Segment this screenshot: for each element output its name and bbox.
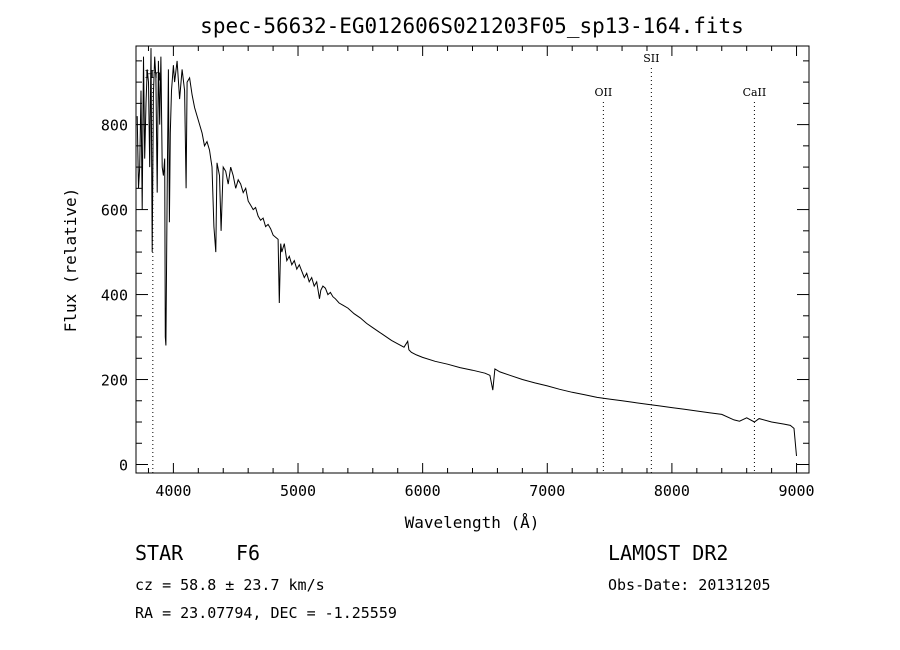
y-tick-labels: 0 200 400 600 800 xyxy=(101,117,128,475)
observation-date: Obs-Date: 20131205 xyxy=(608,576,771,594)
x-tick-label: 5000 xyxy=(280,482,316,500)
object-subclass: F6 xyxy=(236,541,261,565)
x-tick-label: 9000 xyxy=(778,482,814,500)
redshift-cz: cz = 58.8 ± 23.7 km/s xyxy=(135,576,325,594)
y-tick-label: 200 xyxy=(101,372,128,390)
x-axis-label: Wavelength (Å) xyxy=(405,513,540,532)
ra-dec-coordinates: RA = 23.07794, DEC = -1.25559 xyxy=(135,604,397,622)
x-tick-label: 6000 xyxy=(405,482,441,500)
spectral-line-label: CaII xyxy=(743,86,767,99)
spectral-line-markers: Hη OII SII CaII xyxy=(145,52,767,473)
chart-title: spec-56632-EG012606S021203F05_sp13-164.f… xyxy=(200,14,744,38)
spectrum-line xyxy=(136,48,797,457)
survey-name: LAMOST DR2 xyxy=(608,541,729,565)
spectral-line-label: SII xyxy=(643,52,659,65)
y-tick-label: 0 xyxy=(119,457,128,475)
y-tick-label: 400 xyxy=(101,287,128,305)
x-tick-labels: 4000 5000 6000 7000 8000 9000 xyxy=(155,482,814,500)
plot-frame xyxy=(135,45,810,474)
x-tick-label: 7000 xyxy=(529,482,565,500)
object-class: STAR xyxy=(135,541,184,565)
x-tick-label: 4000 xyxy=(155,482,191,500)
axis-ticks xyxy=(136,46,809,473)
spectral-line-label: Hη xyxy=(145,68,161,81)
y-tick-label: 600 xyxy=(101,202,128,220)
y-axis-label: Flux (relative) xyxy=(61,188,80,333)
y-tick-label: 800 xyxy=(101,117,128,135)
spectral-line-label: OII xyxy=(595,86,613,99)
x-tick-label: 8000 xyxy=(654,482,690,500)
